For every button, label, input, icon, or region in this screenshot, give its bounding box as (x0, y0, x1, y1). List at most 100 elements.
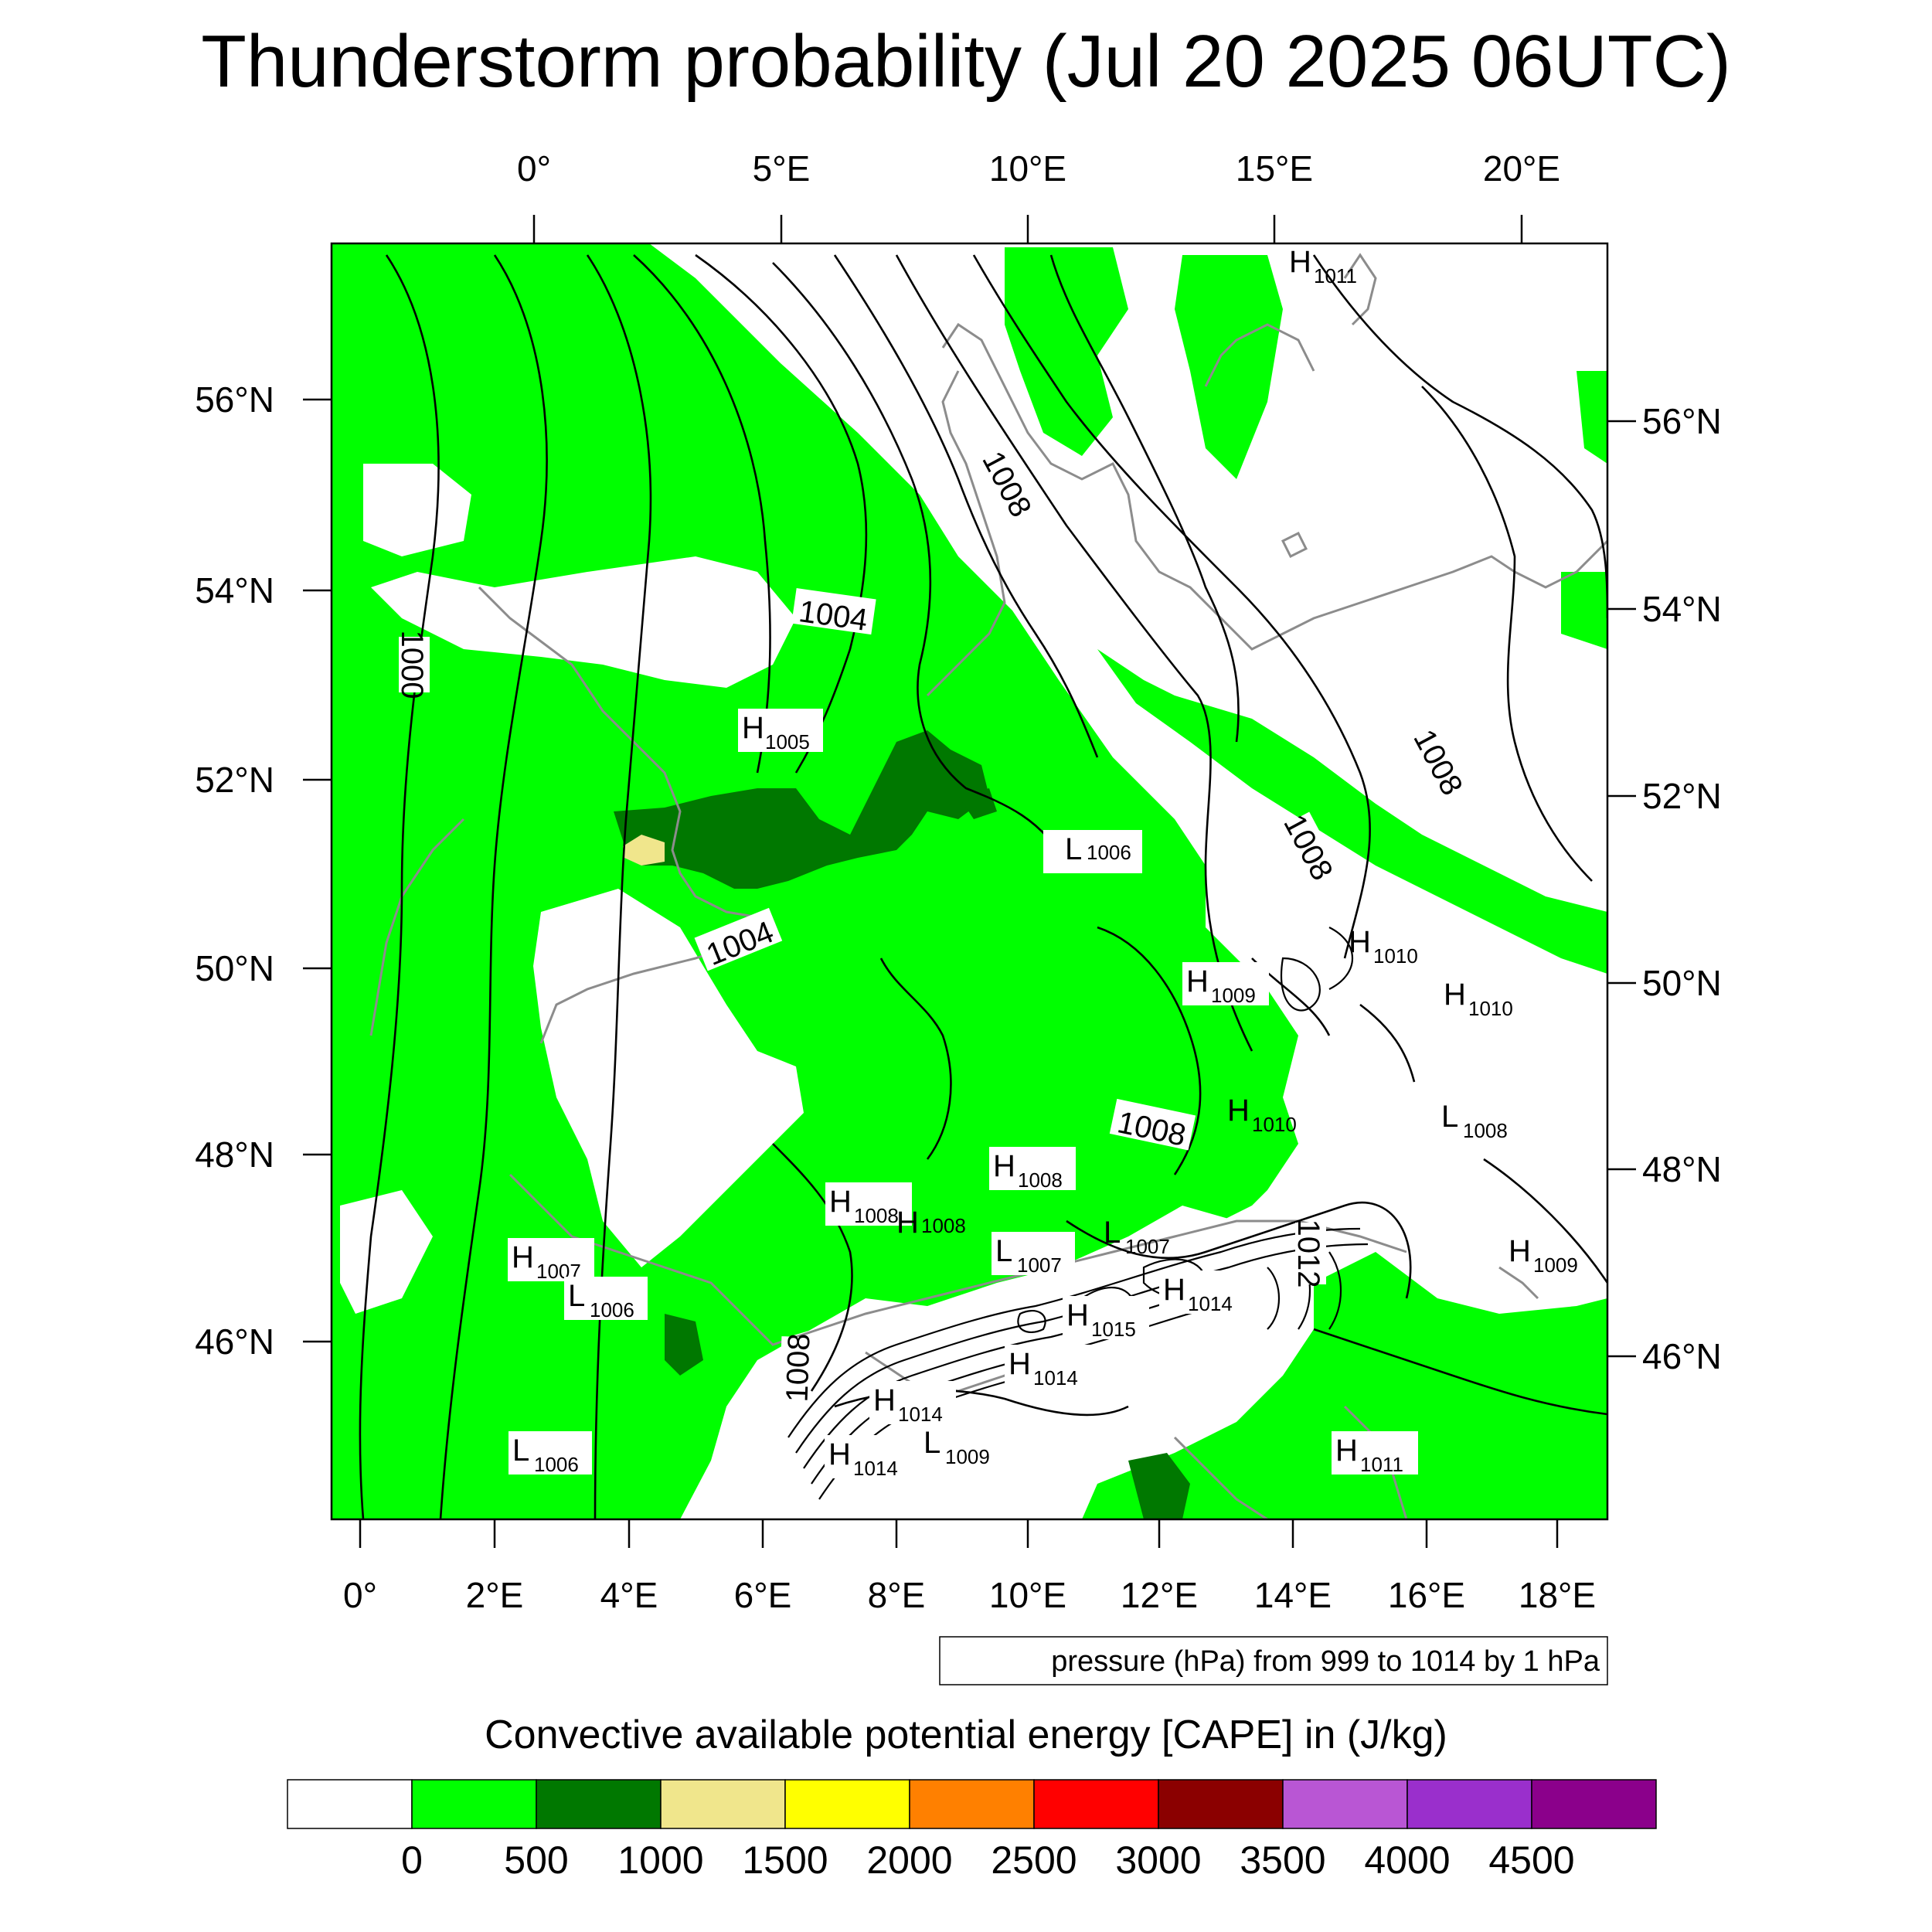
pressure-note: pressure (hPa) from 999 to 1014 by 1 hPa (939, 1636, 1608, 1685)
left-tick-label: 56°N (195, 379, 274, 420)
svg-text:H: H (873, 1383, 896, 1417)
right-tick-label: 52°N (1642, 776, 1722, 816)
bottom-tick-label: 6°E (734, 1575, 792, 1615)
colorbar-title: Convective available potential energy [C… (485, 1713, 1447, 1757)
bottom-tick-label: 10°E (989, 1575, 1066, 1615)
colorbar-label: 4500 (1488, 1838, 1574, 1882)
figure-title: Thunderstorm probability (Jul 20 2025 06… (201, 20, 1731, 103)
svg-text:L: L (995, 1234, 1012, 1268)
right-tick-label: 46°N (1642, 1336, 1722, 1376)
svg-text:H: H (1163, 1273, 1185, 1307)
pressure-center: L 1007 (992, 1232, 1075, 1277)
pressure-center: H 1005 (738, 709, 823, 753)
pressure-center: H 1014 (1159, 1270, 1246, 1315)
colorbar-label: 2000 (866, 1838, 952, 1882)
svg-text:1008: 1008 (921, 1214, 966, 1237)
svg-text:1006: 1006 (1087, 841, 1131, 864)
right-tick-label: 56°N (1642, 401, 1722, 441)
svg-text:H: H (1009, 1347, 1031, 1381)
colorbar-swatch (909, 1779, 1035, 1829)
colorbar-label: 500 (504, 1838, 568, 1882)
svg-text:1014: 1014 (853, 1457, 898, 1480)
svg-text:L: L (1104, 1216, 1121, 1250)
isobar-labels: 1000 1004 1004 1008 1008 1008 1008 1008 (395, 446, 1469, 1403)
svg-text:H: H (828, 1437, 851, 1471)
top-axis: 0° 5°E 10°E 15°E 20°E (517, 148, 1560, 243)
pressure-center: L 1007 (1104, 1216, 1170, 1258)
map-frame (330, 242, 1609, 1521)
colorbar-swatch (660, 1779, 786, 1829)
isobar-label: 1008 (780, 1333, 816, 1403)
svg-text:L: L (568, 1279, 585, 1313)
svg-text:H: H (512, 1240, 534, 1274)
pressure-center: H 1008 (896, 1206, 966, 1240)
pressure-note-text: pressure (hPa) from 999 to 1014 by 1 hPa (1051, 1645, 1600, 1678)
right-tick-label: 54°N (1642, 589, 1722, 629)
svg-text:1005: 1005 (765, 730, 810, 753)
pressure-center: H 1007 (508, 1238, 594, 1283)
top-tick-label: 0° (517, 148, 551, 189)
svg-text:H: H (1289, 245, 1311, 279)
svg-text:H: H (1186, 964, 1209, 998)
svg-text:1014: 1014 (898, 1403, 943, 1426)
pressure-center: H 1011 (1332, 1431, 1418, 1476)
top-tick-label: 15°E (1236, 148, 1313, 189)
pressure-center: H 1010 (1444, 978, 1513, 1020)
bottom-tick-label: 2°E (466, 1575, 524, 1615)
pressure-center: H 1009 (1182, 962, 1269, 1007)
pressure-center: L 1006 (1043, 830, 1142, 873)
right-axis: 56°N 54°N 52°N 50°N 48°N 46°N (1607, 401, 1722, 1376)
map-panel (330, 242, 1609, 1521)
bottom-tick-label: 16°E (1388, 1575, 1465, 1615)
pressure-center: H 1008 (825, 1182, 912, 1227)
bottom-axis: 0° 2°E 4°E 6°E 8°E 10°E 12°E 14°E 16°E 1… (343, 1519, 1596, 1615)
colorbar-swatch (1531, 1779, 1657, 1829)
cape-field-500-1000 (614, 730, 1190, 1519)
pressure-center: H 1014 (869, 1381, 956, 1426)
svg-text:1008: 1008 (854, 1204, 899, 1227)
svg-text:L: L (923, 1426, 940, 1460)
colorbar-swatch (1282, 1779, 1408, 1829)
svg-text:H: H (1335, 1434, 1358, 1468)
svg-text:1008: 1008 (1463, 1119, 1508, 1142)
svg-text:H: H (1444, 978, 1466, 1012)
svg-text:L: L (512, 1434, 529, 1468)
svg-text:H: H (1066, 1298, 1089, 1332)
top-tick-label: 5°E (753, 148, 811, 189)
colorbar-label: 0 (401, 1838, 423, 1882)
isobar-label: 1000 (395, 631, 429, 699)
isobar-label: 1012 (1291, 1219, 1325, 1288)
left-tick-label: 46°N (195, 1321, 274, 1362)
pressure-center: H 1014 (1005, 1345, 1091, 1389)
svg-text:1009: 1009 (1533, 1253, 1578, 1277)
svg-text:H: H (896, 1206, 919, 1240)
left-tick-label: 50°N (195, 948, 274, 988)
pressure-center: H 1011 (1289, 245, 1357, 287)
bottom-tick-label: 14°E (1254, 1575, 1332, 1615)
svg-text:H: H (1349, 925, 1371, 959)
svg-text:1011: 1011 (1360, 1453, 1403, 1476)
left-tick-label: 52°N (195, 760, 274, 800)
colorbar-label: 3500 (1240, 1838, 1325, 1882)
left-axis: 56°N 54°N 52°N 50°N 48°N 46°N (195, 379, 332, 1362)
svg-text:1015: 1015 (1091, 1318, 1136, 1341)
colorbar-swatch (536, 1779, 662, 1829)
pressure-center: L 1006 (564, 1277, 648, 1321)
pressure-center: H 1014 (825, 1435, 911, 1480)
colorbar-swatch (1158, 1779, 1284, 1829)
bottom-tick-label: 4°E (600, 1575, 658, 1615)
cape-field-1000-1500 (623, 835, 665, 866)
top-tick-label: 20°E (1483, 148, 1560, 189)
pressure-centers: H 1011 H 1005 L 1006 H 1010 H 1010 H 100… (508, 245, 1578, 1480)
colorbar-swatch (784, 1779, 910, 1829)
pressure-center: H 1010 (1349, 925, 1418, 968)
colorbar-swatch (287, 1779, 413, 1829)
colorbar-label: 4000 (1364, 1838, 1450, 1882)
colorbar-label: 3000 (1115, 1838, 1201, 1882)
colorbar (287, 1779, 1657, 1829)
top-tick-label: 10°E (989, 148, 1066, 189)
pressure-center: L 1009 (920, 1423, 1003, 1468)
svg-text:L: L (1441, 1100, 1458, 1134)
colorbar-swatch (1406, 1779, 1532, 1829)
